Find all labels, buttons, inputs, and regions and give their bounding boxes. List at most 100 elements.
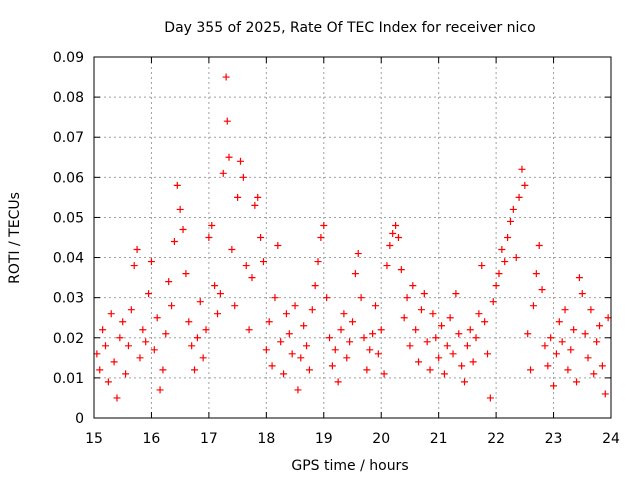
data-point <box>524 330 532 338</box>
data-point <box>400 314 408 322</box>
data-point <box>245 326 253 334</box>
data-point <box>584 354 592 362</box>
data-point <box>191 366 199 374</box>
data-point <box>371 302 379 310</box>
data-point <box>288 350 296 358</box>
data-point <box>506 217 514 225</box>
data-point <box>199 354 207 362</box>
data-point <box>417 306 425 314</box>
data-point <box>294 386 302 394</box>
data-point <box>598 362 606 370</box>
y-tick-label: 0.05 <box>53 210 84 226</box>
data-point <box>150 346 158 354</box>
data-point <box>328 362 336 370</box>
data-point <box>202 326 210 334</box>
data-point <box>573 378 581 386</box>
data-point <box>214 310 222 318</box>
data-point <box>567 346 575 354</box>
data-point <box>380 370 388 378</box>
data-point <box>110 358 118 366</box>
x-tick-label: 16 <box>143 431 161 447</box>
data-point <box>486 394 494 402</box>
data-point <box>147 258 155 266</box>
data-point <box>501 258 509 266</box>
data-point <box>231 302 239 310</box>
data-point <box>461 378 469 386</box>
data-point <box>392 221 400 229</box>
data-point <box>481 318 489 326</box>
data-point <box>521 181 529 189</box>
data-point <box>360 334 368 342</box>
data-point <box>113 394 121 402</box>
data-point <box>303 342 311 350</box>
grid-lines <box>94 57 611 418</box>
data-point <box>219 169 227 177</box>
data-point <box>223 117 231 125</box>
data-point <box>420 290 428 298</box>
data-point <box>575 274 583 282</box>
data-point <box>443 342 451 350</box>
data-point <box>561 306 569 314</box>
data-point <box>337 326 345 334</box>
data-point <box>570 326 578 334</box>
data-point <box>587 306 595 314</box>
y-axis-title: ROTI / TECUs <box>7 192 23 284</box>
data-point <box>96 366 104 374</box>
data-point <box>343 354 351 362</box>
data-point <box>156 386 164 394</box>
data-point <box>170 238 178 246</box>
data-point <box>394 234 402 241</box>
plot-area-frame <box>93 56 612 419</box>
data-point <box>438 322 446 330</box>
data-point <box>515 193 523 201</box>
x-tick-label: 18 <box>257 431 275 447</box>
data-point <box>176 205 184 213</box>
data-point <box>538 286 546 294</box>
data-point <box>236 157 244 165</box>
data-point <box>228 246 236 254</box>
data-point <box>305 366 313 374</box>
data-point <box>334 378 342 386</box>
data-point <box>397 266 405 274</box>
data-point <box>466 326 474 334</box>
data-point <box>119 318 127 326</box>
data-point <box>222 73 230 81</box>
data-point <box>601 390 609 398</box>
data-point <box>248 274 256 282</box>
data-point <box>604 314 612 322</box>
y-tick-label: 0.06 <box>53 170 84 186</box>
data-point <box>130 262 138 270</box>
data-point <box>242 262 250 270</box>
data-point <box>133 246 141 254</box>
data-point <box>145 290 153 298</box>
data-point <box>386 242 394 250</box>
data-point <box>239 173 247 181</box>
data-point <box>452 290 460 298</box>
data-point <box>354 250 362 258</box>
data-point <box>122 370 130 378</box>
data-point <box>541 342 549 350</box>
data-point <box>552 350 560 358</box>
data-point <box>590 370 598 378</box>
data-point <box>357 294 365 302</box>
data-point <box>265 318 273 326</box>
data-point <box>412 326 420 334</box>
data-point <box>472 334 480 342</box>
data-point <box>409 282 417 290</box>
data-point <box>280 370 288 378</box>
data-point <box>104 378 112 386</box>
x-tick-label: 23 <box>545 431 563 447</box>
data-point <box>435 354 443 362</box>
data-point <box>509 205 517 213</box>
data-point <box>211 282 219 290</box>
chart-title: Day 355 of 2025, Rate Of TEC Index for r… <box>164 20 535 36</box>
data-point <box>432 334 440 342</box>
data-point <box>366 346 374 354</box>
data-point <box>153 314 161 322</box>
data-point <box>581 330 589 338</box>
data-point <box>331 346 339 354</box>
data-point <box>323 294 331 302</box>
data-point <box>544 362 552 370</box>
data-point <box>578 290 586 298</box>
data-point <box>504 234 512 241</box>
